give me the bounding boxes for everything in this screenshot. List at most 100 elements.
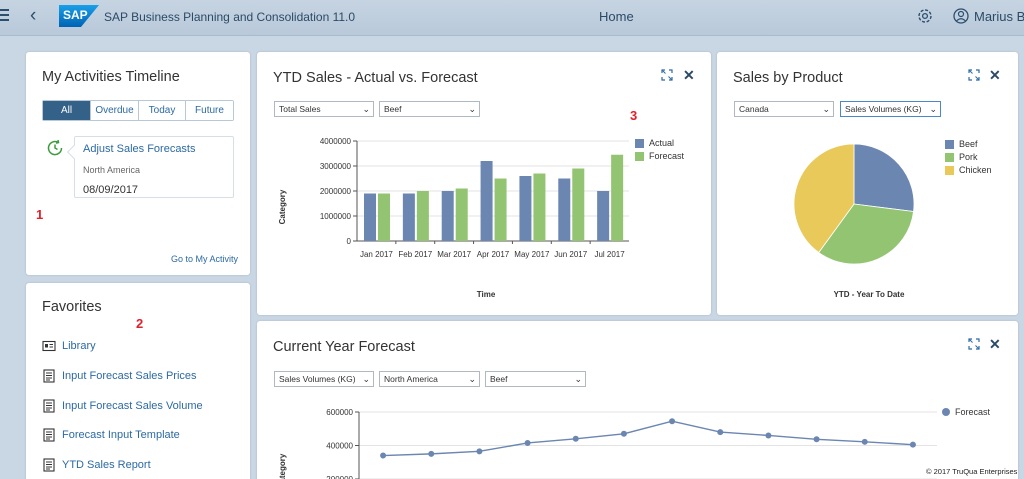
activity-filter: All Overdue Today Future (42, 100, 234, 121)
go-to-activity-link[interactable]: Go to My Activity (171, 254, 239, 264)
favorite-label[interactable]: Forecast Input Template (62, 429, 180, 441)
cyf-region-select[interactable]: North America ⌄ (379, 371, 480, 387)
x-tick-label: Jan 2017 (360, 250, 393, 259)
cyf-product-select[interactable]: Beef ⌄ (485, 371, 586, 387)
close-icon[interactable]: ✕ (683, 67, 695, 83)
sap-logo-text: SAP (63, 8, 88, 22)
legend-label: Forecast (955, 407, 991, 417)
sap-logo[interactable] (59, 5, 99, 27)
chevron-down-icon: ⌄ (468, 374, 476, 384)
library-icon (42, 340, 56, 352)
y-tick-label: 3000000 (320, 162, 352, 171)
chevron-down-icon: ⌄ (822, 104, 830, 114)
legend-swatch-chicken (945, 165, 954, 175)
ytd-legend: Actual Forecast (635, 138, 684, 164)
legend-label: Forecast (649, 151, 685, 161)
activities-tile: My Activities Timeline All Overdue Today… (26, 52, 250, 275)
gear-icon[interactable] (916, 7, 934, 25)
user-icon[interactable] (952, 7, 970, 25)
cyf-product-value: Beef (490, 374, 508, 384)
legend-label: Chicken (959, 165, 992, 175)
forecast-point (380, 452, 387, 459)
forecast-point (861, 438, 868, 445)
expand-icon[interactable] (967, 337, 981, 351)
legend-swatch-pork (945, 152, 954, 162)
menu-icon[interactable] (0, 9, 9, 23)
expand-icon[interactable] (967, 68, 981, 82)
y-tick-label: 4000000 (320, 137, 352, 146)
product-pie-chart: YTD - Year To Date (793, 143, 915, 299)
y-tick-label: 400000 (326, 442, 353, 451)
bar-actual (519, 176, 532, 241)
app-title: SAP Business Planning and Consolidation … (104, 10, 356, 24)
forecast-point (428, 450, 435, 457)
y-tick-label: 0 (347, 237, 352, 246)
cyf-measure-select[interactable]: Sales Volumes (KG) ⌄ (274, 371, 374, 387)
forecast-point (620, 430, 627, 437)
favorite-label[interactable]: Input Forecast Sales Volume (62, 400, 203, 412)
filter-future[interactable]: Future (185, 101, 233, 120)
favorite-item[interactable]: Forecast Input Template (42, 428, 180, 442)
chevron-down-icon: ⌄ (468, 104, 476, 114)
sales-by-product-tile: Sales by Product ✕ Canada ⌄ Sales Volumes… (717, 52, 1018, 315)
favorite-label[interactable]: Library (62, 340, 96, 352)
cyf-measure-value: Sales Volumes (KG) (279, 374, 356, 384)
expand-icon[interactable] (660, 68, 674, 82)
bar-actual (364, 193, 376, 241)
x-tick-label: May 2017 (514, 250, 550, 259)
close-icon[interactable]: ✕ (989, 67, 1001, 83)
chevron-down-icon: ⌄ (929, 104, 937, 114)
ytd-sales-tile: YTD Sales - Actual vs. Forecast ✕ Total … (257, 52, 711, 315)
legend-label: Beef (959, 139, 978, 149)
card-pointer (66, 144, 82, 160)
close-icon[interactable]: ✕ (989, 336, 1001, 352)
forecast-point (909, 441, 916, 448)
favorite-item[interactable]: YTD Sales Report (42, 458, 151, 472)
favorite-item[interactable]: Input Forecast Sales Prices (42, 369, 197, 383)
y-tick-label: 2000000 (320, 187, 352, 196)
volume-select[interactable]: Sales Volumes (KG) ⌄ (840, 101, 941, 117)
user-name[interactable]: Marius Be (974, 9, 1024, 24)
filter-overdue[interactable]: Overdue (90, 101, 138, 120)
y-tick-label: 600000 (326, 408, 353, 417)
pie-x-title: YTD - Year To Date (834, 290, 905, 299)
forecast-point (717, 429, 724, 436)
legend-dot-forecast (942, 408, 950, 416)
country-select[interactable]: Canada ⌄ (734, 101, 834, 117)
filter-today[interactable]: Today (138, 101, 185, 120)
bar-forecast (611, 154, 624, 241)
forecast-point (476, 448, 483, 455)
ytd-bar-chart: 4000000 3000000 2000000 1000000 0 Jan 2017 Feb… (278, 137, 629, 299)
legend-swatch-forecast (635, 151, 644, 161)
cyf-legend: Forecast (942, 407, 990, 420)
y-axis-title: Category (278, 453, 287, 479)
favorite-item[interactable]: Library (42, 339, 96, 353)
activity-link[interactable]: Adjust Sales Forecasts (83, 143, 196, 155)
bar-forecast (533, 173, 546, 241)
back-icon[interactable]: ‹ (30, 5, 37, 26)
legend-swatch-beef (945, 139, 954, 149)
chevron-down-icon: ⌄ (362, 104, 370, 114)
favorite-label[interactable]: Input Forecast Sales Prices (62, 370, 197, 382)
chevron-down-icon: ⌄ (574, 374, 582, 384)
product-title: Sales by Product (733, 70, 843, 86)
y-axis-title: Category (278, 189, 287, 224)
annotation-marker-2: 2 (136, 316, 144, 331)
filter-all[interactable]: All (43, 101, 90, 120)
chevron-down-icon: ⌄ (362, 374, 370, 384)
product-select[interactable]: Beef ⌄ (379, 101, 480, 117)
forecast-point (524, 439, 531, 446)
favorites-title: Favorites (42, 299, 102, 315)
activity-date: 08/09/2017 (83, 184, 139, 196)
report-icon (43, 399, 55, 413)
product-legend: Beef Pork Chicken (945, 139, 992, 178)
favorite-label[interactable]: YTD Sales Report (62, 459, 151, 471)
activity-region: North America (83, 165, 141, 175)
legend-label: Pork (959, 152, 978, 162)
report-icon (43, 428, 55, 442)
y-tick-label: 1000000 (320, 212, 352, 221)
measure-select[interactable]: Total Sales ⌄ (274, 101, 374, 117)
favorite-item[interactable]: Input Forecast Sales Volume (42, 399, 203, 413)
legend-swatch-actual (635, 138, 644, 148)
cyf-title: Current Year Forecast (273, 339, 415, 355)
